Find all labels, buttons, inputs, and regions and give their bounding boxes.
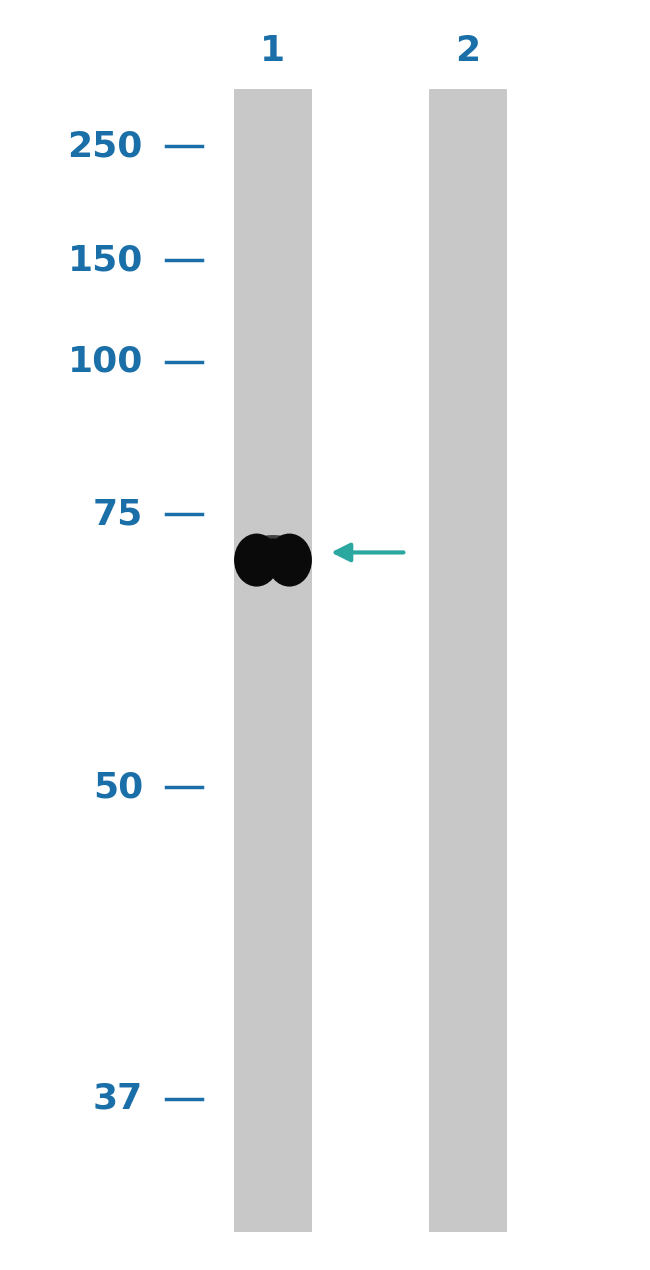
Ellipse shape (234, 533, 279, 587)
Ellipse shape (255, 538, 291, 572)
Text: 150: 150 (68, 244, 143, 277)
Bar (429, 89, 507, 1232)
Text: 100: 100 (68, 345, 143, 378)
Text: 1: 1 (261, 34, 285, 67)
Text: 50: 50 (93, 771, 143, 804)
Text: 2: 2 (456, 34, 480, 67)
Ellipse shape (267, 533, 312, 587)
Text: 37: 37 (93, 1082, 143, 1115)
Ellipse shape (246, 535, 300, 558)
Text: 75: 75 (93, 498, 143, 531)
Bar (234, 89, 312, 1232)
Text: 250: 250 (68, 130, 143, 163)
